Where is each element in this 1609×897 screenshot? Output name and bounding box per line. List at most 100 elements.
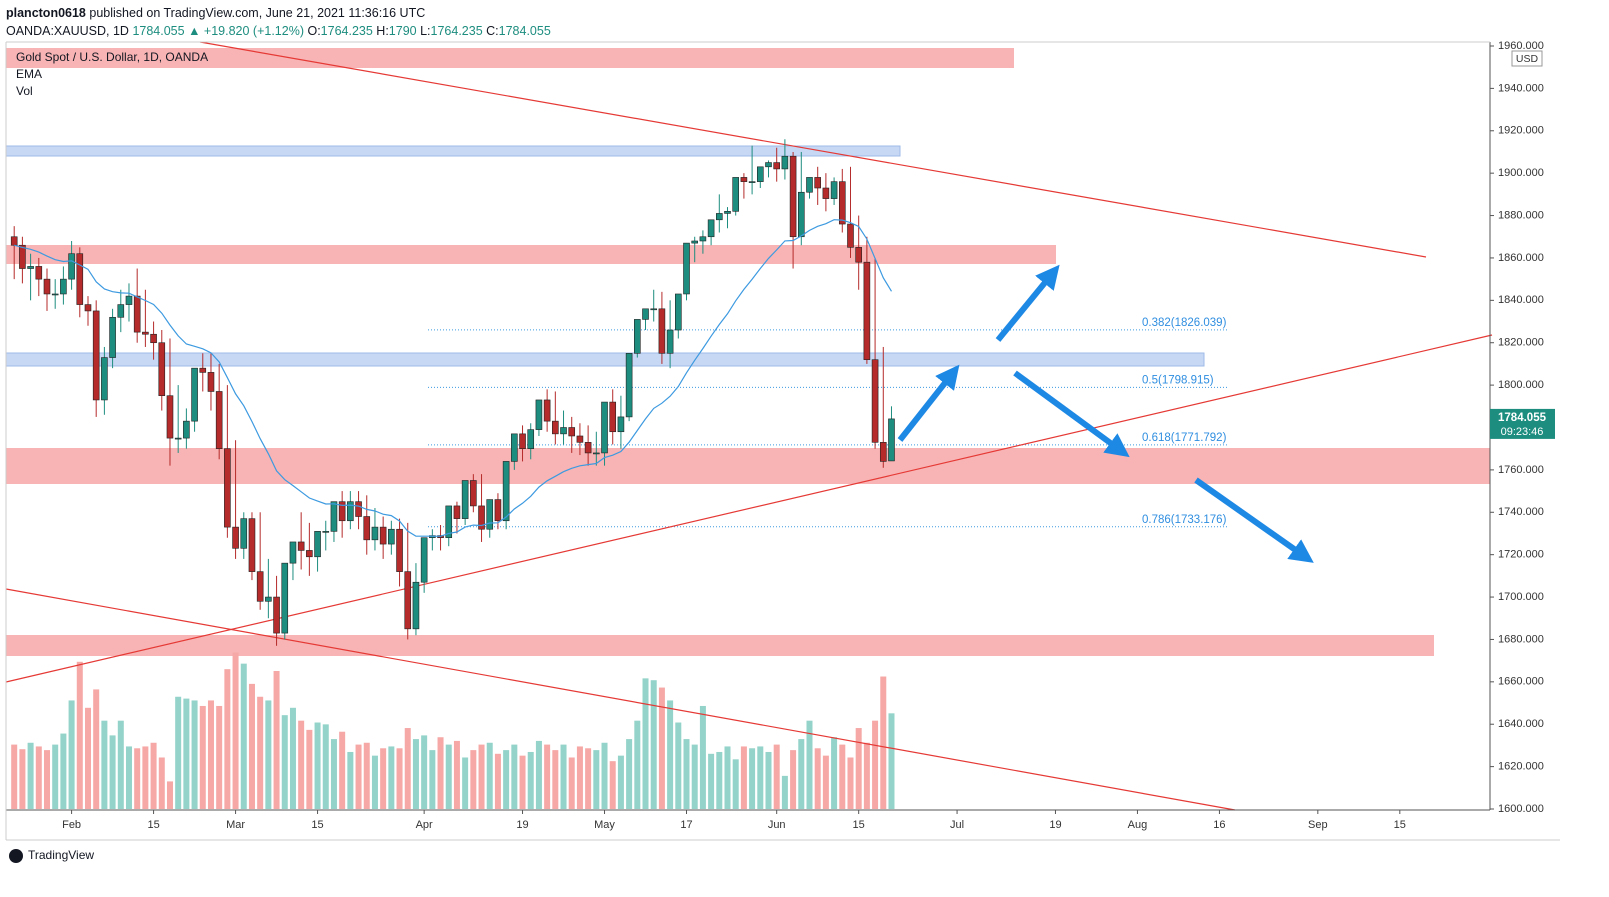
volume-bar [371,755,378,809]
candle-body [699,236,707,242]
candle-body [265,596,272,602]
volume-bar [519,755,526,809]
volume-bar [503,750,510,809]
x-tick-label: Sep [1308,819,1328,831]
c-label: C: [486,24,499,38]
volume-bar [535,740,542,809]
volume-bar [68,700,75,809]
volume-bar [19,749,26,809]
candle-body [297,541,305,551]
resistance-zone [6,48,1014,68]
volume-bar [683,739,690,809]
volume-bar [101,720,108,809]
candle-body [609,401,617,433]
volume-bar [207,700,214,809]
volume-bar [289,707,296,809]
volume-bar [601,742,608,809]
support-zone [5,352,1205,367]
volume-bar [658,687,665,809]
volume-bar [388,746,395,809]
candle-body [199,367,207,373]
candle-body [183,420,190,439]
volume-bar [273,671,280,809]
candle-body [543,399,551,422]
y-tick-label: 1800.000 [1498,379,1544,391]
currency: USD [1516,53,1539,65]
last-price: 1784.055 [132,24,185,38]
volume-bar [576,746,583,809]
header: plancton0618 published on TradingView.co… [6,4,551,40]
candle-body [125,295,133,305]
arrow [995,264,1060,342]
volume-bar [240,663,247,809]
volume-bar [347,751,354,809]
volume-bar [568,757,575,809]
volume-bar [650,680,657,809]
candle-body [256,571,264,602]
volume-bar [339,731,346,809]
price-tag: 1784.055 09:23:46 [1490,408,1555,439]
candle-body [166,395,174,439]
legend-ema: EMA [16,67,42,81]
y-tick-label: 1960.000 [1498,40,1544,52]
candle-body [765,162,772,168]
volume-bar [84,707,91,809]
price-tag-bg [1490,408,1555,439]
volume-bar [486,742,493,809]
brand: TradingView [28,848,94,862]
candle-body [724,211,731,214]
y-tick-label: 1820.000 [1498,337,1544,349]
candle-body [535,399,543,430]
volume-bar [708,753,715,809]
candle-body [215,391,223,449]
x-tick-label: 15 [853,819,865,831]
candle-body [207,372,215,392]
symbol: OANDA:XAUUSD, 1D [6,24,129,38]
legend-bg [14,50,220,66]
candle-body [142,331,149,335]
candle-body [396,528,403,572]
volume-bar [585,748,592,809]
candle-body [822,187,830,199]
volume-bar [773,744,780,809]
volume-bar [232,652,239,809]
volume-bar [150,742,157,809]
volume-bar [412,739,419,809]
volume-bar [880,676,887,809]
volume-bar [109,735,116,809]
open-value: 1764.235 [320,24,373,38]
volume-bar [732,759,739,809]
published: published on TradingView.com, June 21, 2… [89,6,426,20]
candle-body [232,526,239,549]
candle-body [888,418,895,462]
candle-body [248,518,256,572]
candle-body [625,353,633,418]
trendline [5,588,1236,811]
candle-body [773,162,780,170]
support-zone [5,145,901,157]
candle-body [355,501,362,517]
volume-bar [437,737,444,809]
candle-body [133,295,141,333]
x-tick-label: Apr [416,819,433,831]
volume-bar [35,746,42,809]
candle-body [371,526,379,541]
volume-bar [134,748,141,809]
zones [5,48,1490,656]
candle-body [716,213,723,221]
candle-body [191,367,198,422]
candle-body [150,333,157,344]
volume-bar [494,753,501,809]
legend-title: Gold Spot / U.S. Dollar, 1D, OANDA [16,50,208,64]
trendline [199,41,1427,258]
y-tick-label: 1640.000 [1498,718,1544,730]
volume-bar [183,698,190,809]
volume-bar [888,713,895,809]
y-tick-label: 1900.000 [1498,167,1544,179]
volume-bar [699,705,706,809]
volume-bar [248,683,255,809]
volume-bar [478,744,485,809]
candle-body [527,429,535,449]
